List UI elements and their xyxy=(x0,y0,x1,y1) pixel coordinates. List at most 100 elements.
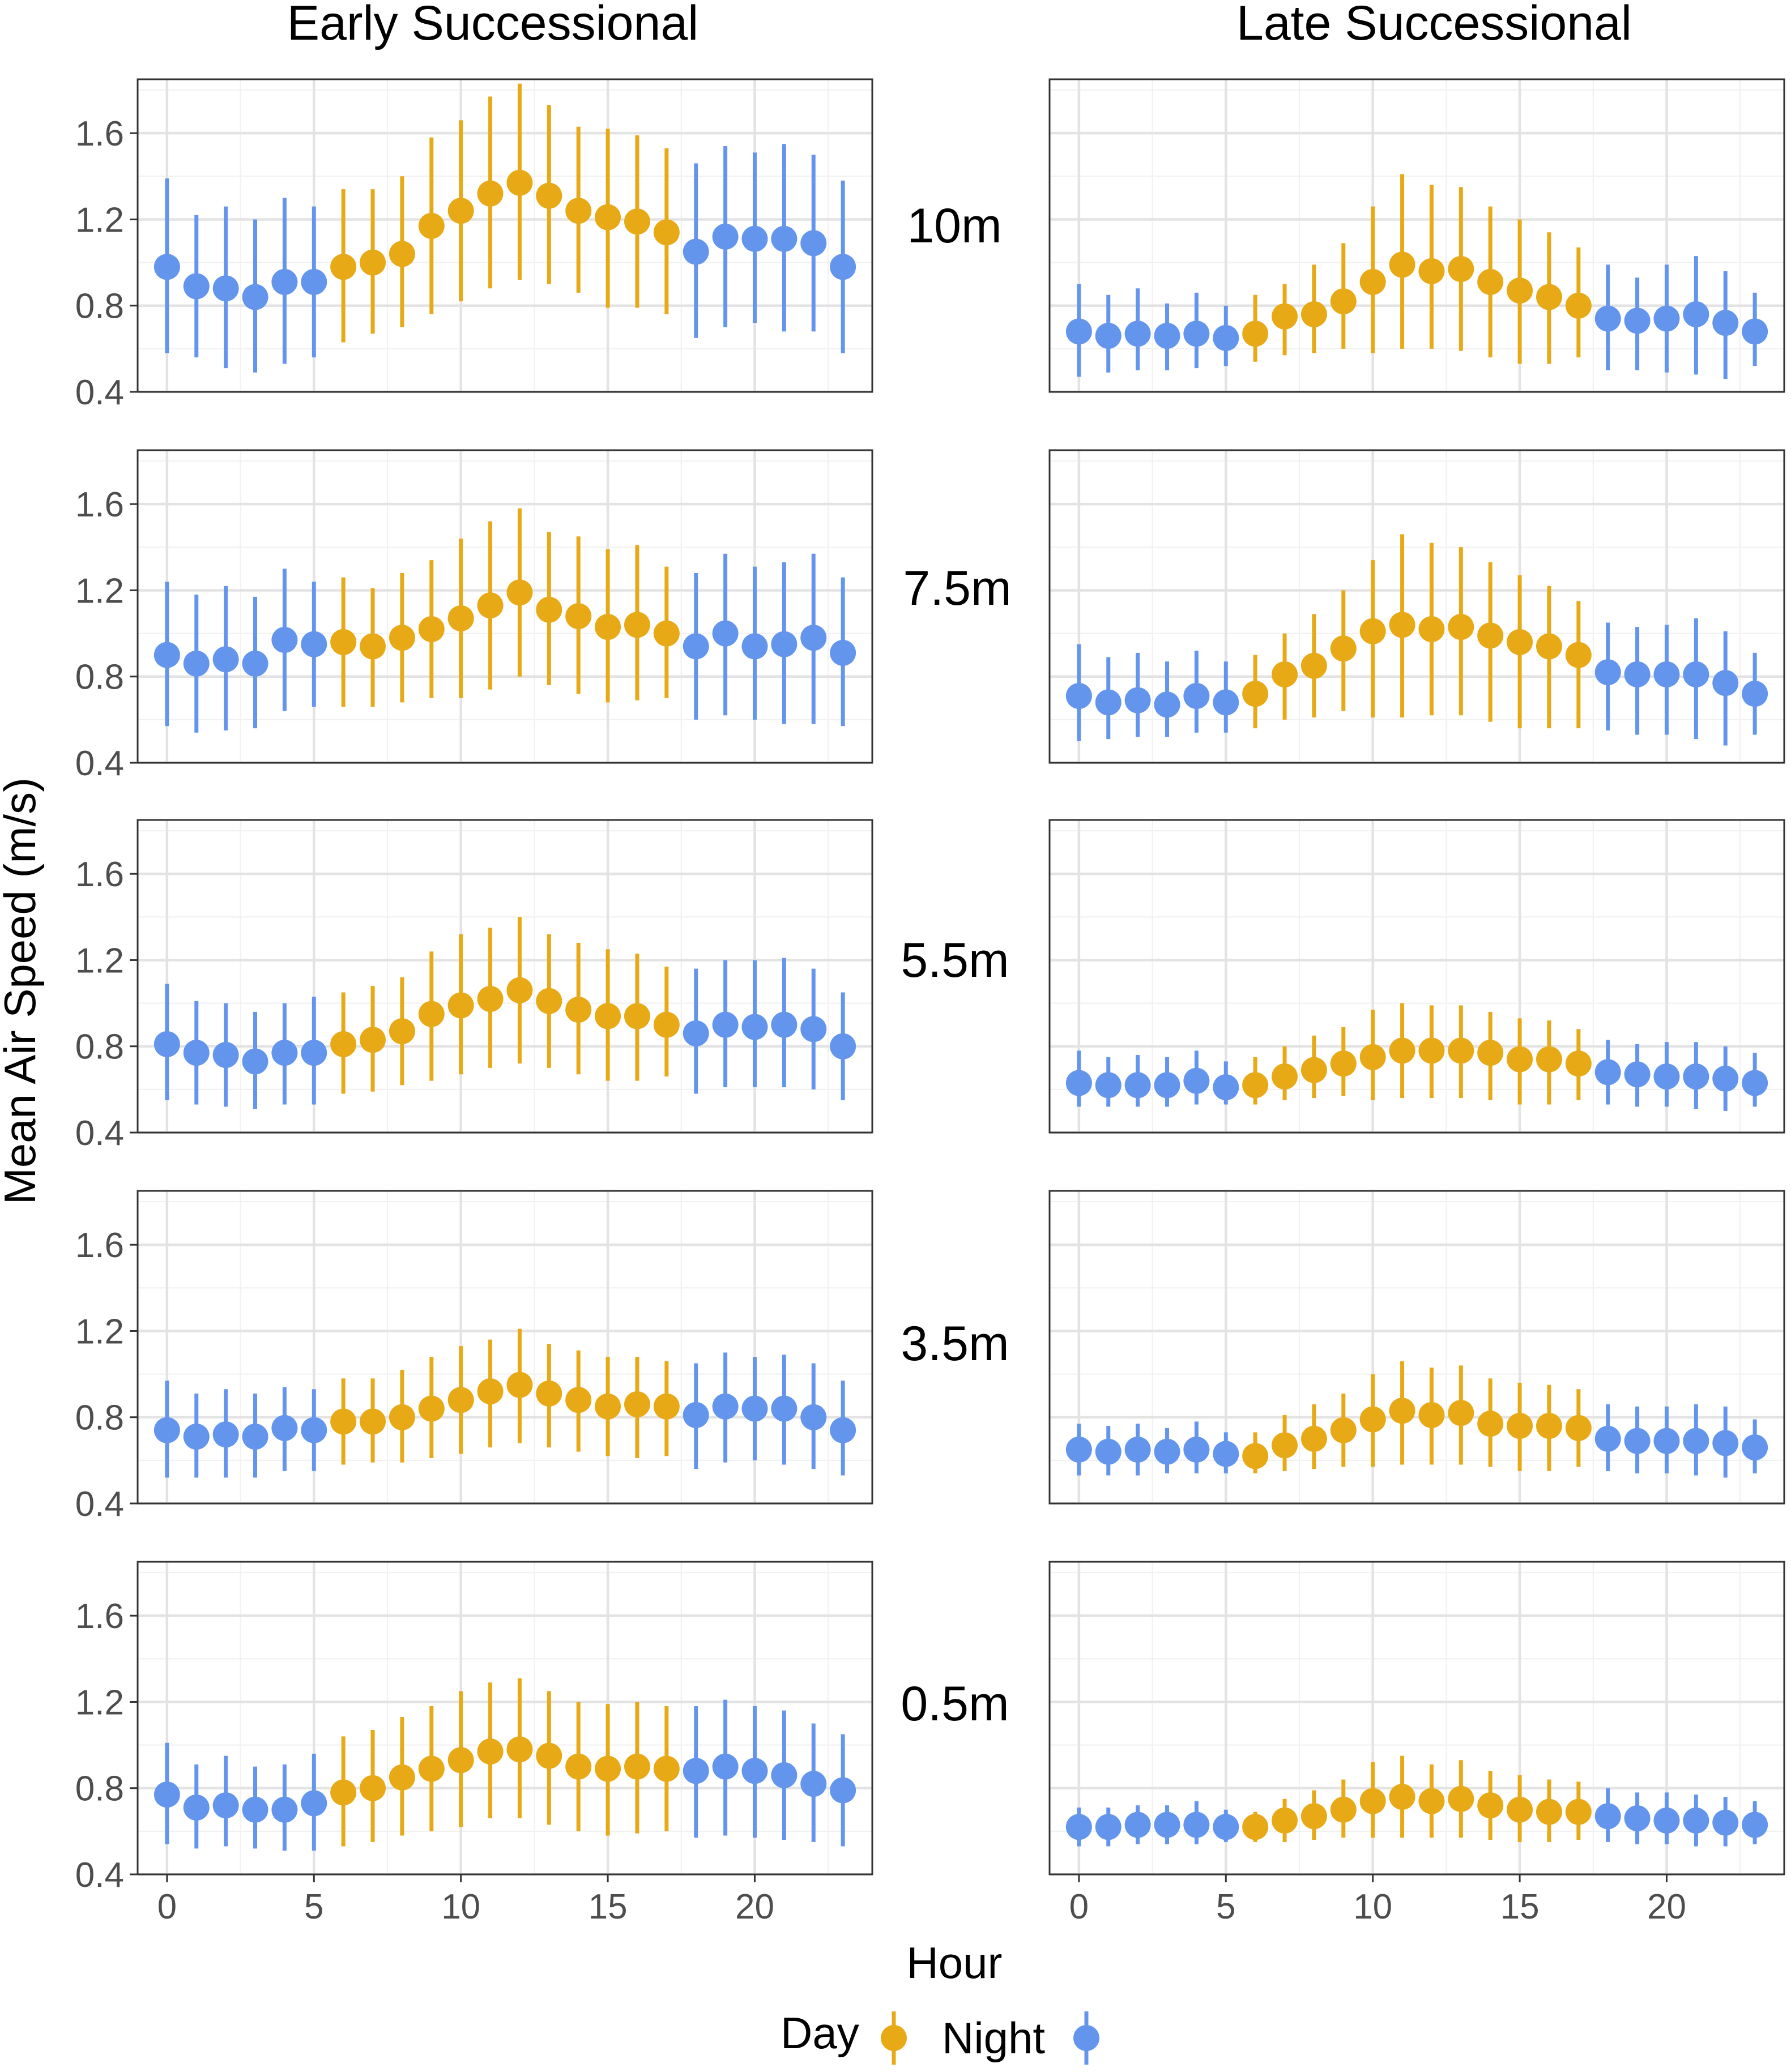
data-point-hour-18 xyxy=(683,1402,709,1428)
data-point-hour-23 xyxy=(1742,1070,1768,1096)
y-tick-label: 0.4 xyxy=(75,1114,124,1153)
data-point-hour-5 xyxy=(301,1040,327,1066)
panel-early-successional-3-5m: 0.4 0.8 1.2 1.6 xyxy=(75,1190,873,1524)
panel-background xyxy=(138,1562,872,1874)
data-point-hour-4 xyxy=(271,627,298,653)
data-point-hour-10 xyxy=(447,992,474,1019)
data-point-hour-17 xyxy=(653,620,680,647)
data-point-hour-13 xyxy=(1448,256,1474,283)
data-point-hour-2 xyxy=(1124,1812,1151,1838)
y-tick-label: 1.6 xyxy=(75,485,124,524)
data-point-hour-13 xyxy=(1448,1037,1474,1064)
data-point-hour-3 xyxy=(242,1048,268,1075)
panel-border xyxy=(1048,449,1785,764)
data-point-hour-10 xyxy=(1359,1406,1386,1433)
data-point-hour-23 xyxy=(830,254,856,280)
data-point-hour-15 xyxy=(595,1003,621,1029)
data-point-hour-23 xyxy=(1742,1434,1768,1461)
data-point-hour-5 xyxy=(301,1417,327,1443)
data-point-hour-20 xyxy=(741,225,768,252)
row-label-10m: 10m xyxy=(907,199,1001,253)
data-point-hour-6 xyxy=(1242,681,1269,707)
data-point-hour-7 xyxy=(1272,303,1298,330)
data-point-hour-3 xyxy=(1154,691,1180,718)
data-point-hour-2 xyxy=(212,1792,239,1819)
y-tick-label: 0.4 xyxy=(75,744,124,783)
data-point-hour-23 xyxy=(830,639,856,666)
data-point-hour-20 xyxy=(741,633,768,660)
data-point-hour-14 xyxy=(1477,1040,1504,1066)
data-point-hour-14 xyxy=(1477,622,1504,649)
data-point-hour-10 xyxy=(447,198,474,224)
data-point-hour-7 xyxy=(360,1027,386,1053)
data-point-hour-20 xyxy=(1653,1428,1680,1454)
data-point-hour-19 xyxy=(1624,661,1651,687)
data-point-hour-10 xyxy=(447,1387,474,1413)
data-point-hour-23 xyxy=(1742,318,1768,345)
data-point-hour-17 xyxy=(1565,642,1592,668)
data-point-hour-18 xyxy=(683,1758,709,1784)
data-point-hour-8 xyxy=(1300,1425,1327,1452)
data-point-hour-9 xyxy=(418,1755,445,1782)
data-point-hour-23 xyxy=(830,1417,856,1443)
data-point-hour-6 xyxy=(1242,1814,1269,1840)
data-point-hour-17 xyxy=(1565,292,1592,319)
data-point-hour-0 xyxy=(1065,682,1092,709)
data-point-hour-17 xyxy=(1565,1798,1592,1825)
panel-late-successional-0-5m: 0 5 10 15 20 xyxy=(1048,1561,1785,1926)
data-point-hour-14 xyxy=(565,997,592,1023)
data-point-hour-21 xyxy=(771,1011,798,1038)
data-point-hour-23 xyxy=(1742,681,1768,707)
data-point-hour-3 xyxy=(1154,1438,1180,1465)
data-point-hour-15 xyxy=(1507,1796,1533,1823)
data-point-hour-7 xyxy=(360,633,386,660)
data-point-hour-19 xyxy=(712,620,739,647)
data-point-hour-18 xyxy=(683,238,709,265)
data-point-hour-17 xyxy=(1565,1415,1592,1441)
y-tick-label: 0.8 xyxy=(75,287,124,326)
data-point-hour-17 xyxy=(653,219,680,246)
data-point-hour-8 xyxy=(389,1404,415,1430)
data-point-hour-17 xyxy=(1565,1050,1592,1077)
y-tick-label: 1.2 xyxy=(75,941,124,980)
column-title-late-successional: Late Successional xyxy=(1236,0,1632,50)
data-point-hour-12 xyxy=(506,169,533,196)
data-point-hour-17 xyxy=(653,1393,680,1420)
legend-key-day-point xyxy=(881,2025,907,2051)
panel-early-successional-5-5m: 0.4 0.8 1.2 1.6 xyxy=(75,819,873,1153)
data-point-hour-8 xyxy=(1300,652,1327,679)
data-point-hour-22 xyxy=(1712,1430,1739,1456)
data-point-hour-14 xyxy=(1477,268,1504,295)
legend-label-night: Night xyxy=(942,2013,1045,2063)
panel-early-successional-0-5m: 0.4 0.8 1.2 1.6 0 5 10 15 20 xyxy=(75,1561,873,1926)
data-point-hour-18 xyxy=(683,633,709,660)
data-point-hour-22 xyxy=(800,1771,827,1797)
data-point-hour-6 xyxy=(1242,1072,1269,1099)
data-point-hour-3 xyxy=(242,1423,268,1450)
x-tick-label: 0 xyxy=(1069,1887,1089,1926)
data-point-hour-2 xyxy=(212,646,239,673)
data-point-hour-12 xyxy=(506,977,533,1003)
y-tick-label: 0.8 xyxy=(75,658,124,697)
data-point-hour-21 xyxy=(771,631,798,657)
data-point-hour-3 xyxy=(242,284,268,310)
y-tick-label: 1.6 xyxy=(75,855,124,894)
data-point-hour-10 xyxy=(1359,1788,1386,1814)
data-point-hour-7 xyxy=(1272,1432,1298,1459)
x-tick-label: 20 xyxy=(735,1887,774,1926)
x-tick-label: 5 xyxy=(304,1887,323,1926)
data-point-hour-9 xyxy=(418,212,445,239)
data-point-hour-15 xyxy=(595,1393,621,1420)
data-point-hour-8 xyxy=(389,625,415,651)
data-point-hour-18 xyxy=(1594,1059,1621,1086)
x-tick-label: 0 xyxy=(157,1887,177,1926)
data-point-hour-5 xyxy=(1213,324,1239,351)
data-point-hour-23 xyxy=(830,1777,856,1804)
data-point-hour-0 xyxy=(153,1031,180,1057)
data-point-hour-16 xyxy=(1536,284,1562,310)
panel-late-successional-7-5m xyxy=(1048,449,1785,764)
row-label-7-5m: 7.5m xyxy=(903,561,1011,616)
data-point-hour-22 xyxy=(800,1016,827,1043)
data-point-hour-4 xyxy=(271,268,298,295)
data-point-hour-7 xyxy=(1272,1063,1298,1090)
